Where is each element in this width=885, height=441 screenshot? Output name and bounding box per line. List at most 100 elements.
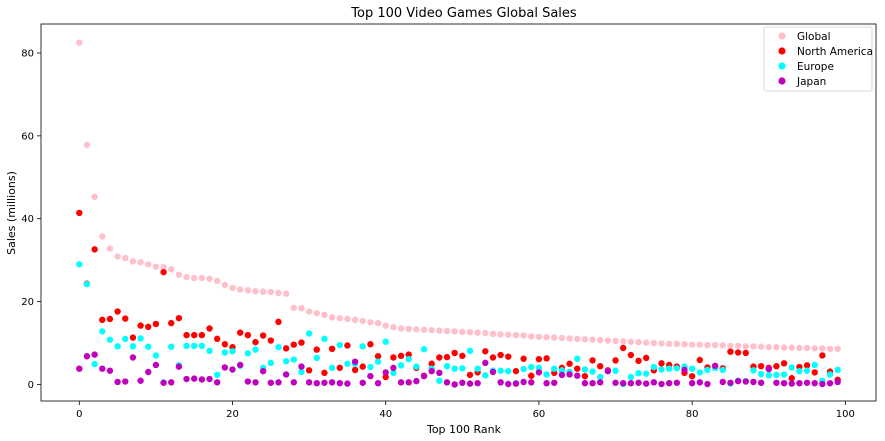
legend-label-global: Global — [797, 31, 831, 43]
point-europe-42 — [397, 362, 405, 369]
point-europe-14 — [183, 342, 190, 350]
point-global-24 — [259, 288, 267, 295]
point-global-64 — [566, 335, 573, 342]
point-global-25 — [267, 288, 275, 296]
point-global-33 — [328, 314, 336, 321]
point-japan-89 — [757, 379, 765, 386]
point-japan-25 — [267, 379, 275, 386]
point-japan-75 — [650, 379, 658, 386]
legend-marker-north-america — [778, 47, 786, 55]
point-north-america-51 — [466, 371, 474, 379]
point-japan-80 — [688, 379, 696, 387]
point-japan-58 — [520, 378, 527, 386]
point-japan-85 — [727, 379, 734, 386]
point-north-america-0 — [76, 209, 83, 217]
point-europe-10 — [152, 352, 160, 359]
point-global-84 — [719, 342, 726, 349]
point-north-america-70 — [612, 357, 619, 364]
point-europe-89 — [757, 370, 765, 378]
point-japan-78 — [673, 379, 681, 386]
point-global-11 — [160, 263, 167, 271]
point-north-america-30 — [305, 367, 313, 374]
point-global-1 — [83, 141, 91, 149]
point-japan-74 — [642, 380, 650, 387]
y-axis: 0 20 40 60 80 — [21, 49, 41, 391]
point-japan-44 — [413, 377, 420, 385]
point-north-america-73 — [635, 357, 642, 365]
point-europe-44 — [413, 363, 420, 370]
point-north-america-10 — [152, 320, 160, 328]
point-north-america-24 — [259, 332, 267, 339]
point-europe-1 — [83, 280, 91, 288]
point-europe-82 — [704, 366, 711, 374]
point-europe-72 — [627, 373, 635, 381]
y-tick-label: 60 — [21, 131, 34, 142]
point-europe-5 — [114, 343, 121, 350]
point-japan-30 — [305, 379, 313, 386]
point-north-america-33 — [328, 345, 336, 352]
point-japan-7 — [129, 354, 137, 361]
point-north-america-65 — [574, 365, 581, 372]
point-europe-88 — [750, 367, 757, 374]
point-global-53 — [482, 329, 489, 337]
point-global-70 — [612, 337, 619, 345]
point-global-29 — [298, 305, 305, 312]
point-europe-19 — [221, 349, 229, 356]
point-global-23 — [252, 288, 259, 295]
point-europe-18 — [213, 371, 221, 379]
point-europe-77 — [665, 365, 673, 372]
point-japan-32 — [321, 379, 328, 386]
point-japan-66 — [581, 379, 589, 387]
point-global-45 — [420, 326, 428, 333]
point-global-20 — [229, 284, 236, 292]
point-global-90 — [765, 343, 772, 351]
point-europe-67 — [589, 368, 596, 375]
point-japan-81 — [696, 379, 704, 386]
x-tick-label: 20 — [226, 409, 239, 420]
point-japan-14 — [183, 375, 190, 383]
point-north-america-17 — [206, 325, 213, 332]
point-global-46 — [428, 326, 435, 334]
point-north-america-42 — [397, 352, 405, 360]
point-japan-65 — [574, 372, 581, 379]
point-north-america-12 — [168, 319, 175, 327]
point-north-america-40 — [382, 373, 389, 381]
point-global-97 — [819, 345, 826, 352]
point-japan-36 — [351, 358, 359, 365]
point-global-79 — [681, 341, 688, 348]
point-japan-39 — [374, 379, 382, 387]
point-japan-3 — [99, 365, 106, 372]
point-japan-95 — [803, 379, 811, 386]
point-north-america-72 — [627, 351, 635, 359]
point-global-15 — [191, 274, 198, 282]
point-japan-71 — [620, 379, 627, 387]
point-europe-43 — [405, 355, 412, 363]
point-europe-96 — [811, 361, 818, 369]
point-japan-60 — [535, 369, 543, 376]
point-europe-48 — [443, 363, 451, 370]
point-north-america-87 — [742, 349, 749, 357]
point-global-26 — [275, 289, 282, 297]
point-japan-88 — [750, 378, 757, 386]
point-japan-82 — [704, 380, 711, 388]
point-global-60 — [535, 333, 543, 340]
point-europe-63 — [558, 367, 566, 374]
point-north-america-43 — [405, 351, 412, 358]
point-global-10 — [152, 263, 160, 270]
point-north-america-9 — [145, 323, 152, 331]
point-global-27 — [282, 290, 290, 297]
point-japan-73 — [635, 379, 642, 386]
point-north-america-4 — [106, 315, 114, 323]
point-europe-2 — [91, 360, 98, 368]
point-europe-51 — [466, 347, 474, 355]
point-north-america-14 — [183, 331, 190, 339]
point-global-18 — [213, 277, 221, 285]
point-north-america-92 — [780, 360, 788, 367]
point-japan-79 — [681, 366, 688, 374]
point-global-94 — [796, 344, 803, 352]
point-europe-38 — [367, 363, 374, 371]
legend-label-europe: Europe — [797, 61, 834, 73]
legend-box — [763, 26, 873, 92]
point-global-36 — [351, 316, 359, 323]
point-europe-20 — [229, 348, 236, 355]
